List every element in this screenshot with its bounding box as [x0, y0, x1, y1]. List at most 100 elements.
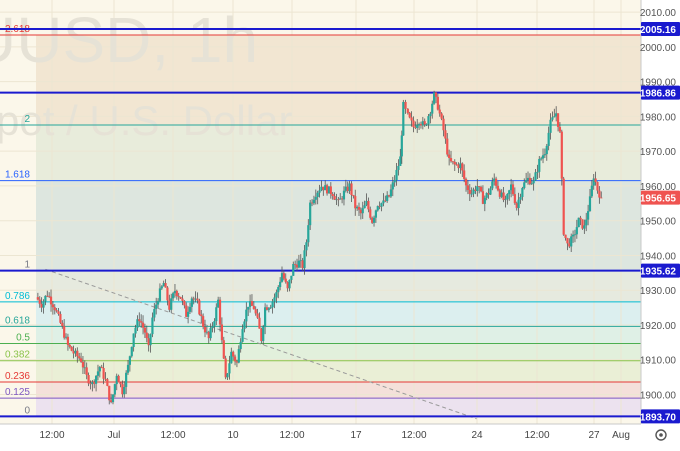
candle: [117, 374, 120, 383]
candle: [575, 219, 578, 239]
settings-gear-icon[interactable]: [655, 429, 667, 441]
candle: [448, 149, 451, 166]
candle: [558, 122, 562, 133]
candle: [93, 379, 96, 389]
candle: [145, 325, 148, 343]
candle: [489, 186, 492, 195]
candle: [87, 372, 90, 387]
price-axis[interactable]: 1900.00 1910.00 1920.00 1930.00 1940.00 1950.…: [640, 8, 677, 401]
candle: [459, 157, 462, 174]
candle: [389, 184, 393, 198]
candle: [269, 304, 272, 310]
candle: [241, 324, 244, 343]
candle: [508, 189, 511, 201]
candle: [111, 394, 115, 405]
candle: [590, 179, 593, 199]
candle: [143, 323, 147, 338]
grid: [0, 0, 641, 424]
candle: [414, 121, 417, 130]
candle: [498, 188, 501, 199]
candle: [369, 206, 372, 220]
candle: [85, 362, 88, 380]
trendline[interactable]: [45, 268, 477, 420]
candle: [549, 113, 552, 140]
candle: [61, 320, 64, 329]
candle: [329, 182, 332, 199]
fib-zone: [36, 301, 641, 327]
candle: [470, 187, 473, 198]
horizontal-lines[interactable]: [0, 27, 641, 418]
candle: [344, 179, 347, 193]
candle: [322, 186, 325, 196]
candle: [521, 186, 524, 201]
candle: [222, 336, 225, 360]
candle: [217, 296, 220, 308]
candle: [339, 193, 342, 200]
candle: [449, 150, 453, 163]
candle: [63, 319, 66, 340]
candle: [203, 319, 207, 338]
fib-zone: [36, 343, 641, 361]
price-tick-label: 1980.00: [640, 112, 677, 123]
candle: [384, 195, 387, 203]
candle: [511, 180, 515, 196]
candle: [294, 260, 297, 269]
time-axis[interactable]: 12:00 Jul 12:00 10 12:00 17 12:00 24 12:00 27 Aug: [39, 430, 629, 441]
candle: [468, 184, 471, 201]
candle: [147, 333, 150, 352]
candle: [376, 205, 379, 212]
candle: [416, 119, 419, 134]
candle: [57, 307, 60, 316]
candle: [504, 195, 507, 208]
candle: [555, 106, 558, 122]
candle: [134, 324, 137, 338]
price-tags: 2005.16 1986.86 1956.65 1935.62 1893.70: [640, 21, 680, 424]
candle: [198, 298, 201, 316]
candle: [158, 283, 162, 303]
candle: [260, 327, 263, 344]
candle: [248, 294, 252, 313]
candle: [423, 118, 426, 127]
candle: [68, 343, 71, 349]
candle: [354, 189, 357, 216]
candle: [331, 192, 334, 200]
candle: [100, 364, 103, 369]
candle: [309, 199, 312, 230]
fib-zone: [36, 398, 641, 417]
candle: [224, 355, 227, 380]
candle: [243, 319, 246, 333]
candle: [125, 370, 128, 395]
candle: [123, 381, 126, 398]
candle: [446, 132, 449, 157]
svg-text:1935.62: 1935.62: [640, 267, 677, 278]
price-tag: 1893.70: [640, 409, 680, 424]
time-tick-label: 12:00: [39, 430, 64, 441]
candle: [213, 318, 216, 333]
candle: [271, 298, 274, 314]
candle: [235, 359, 239, 368]
candle: [342, 186, 346, 206]
price-tick-label: 1930.00: [640, 286, 677, 297]
price-tag: 2005.16: [640, 21, 680, 36]
candle: [108, 385, 111, 405]
svg-text:1956.65: 1956.65: [640, 194, 677, 205]
candle: [534, 169, 537, 182]
fib-zone: [36, 180, 641, 271]
candle: [250, 294, 254, 306]
trendline-dashed[interactable]: [45, 268, 477, 420]
candle: [307, 219, 310, 247]
candle: [562, 176, 565, 236]
candle: [431, 100, 434, 119]
price-tag: 1956.65: [640, 190, 680, 205]
candle: [402, 99, 405, 136]
candle: [359, 207, 362, 220]
candle: [479, 185, 483, 193]
candle: [136, 315, 139, 331]
price-tick-label: 1920.00: [640, 321, 677, 332]
candle: [177, 292, 180, 301]
candle: [79, 352, 83, 363]
candle: [523, 178, 526, 190]
candle: [282, 269, 285, 281]
candle: [541, 148, 545, 164]
